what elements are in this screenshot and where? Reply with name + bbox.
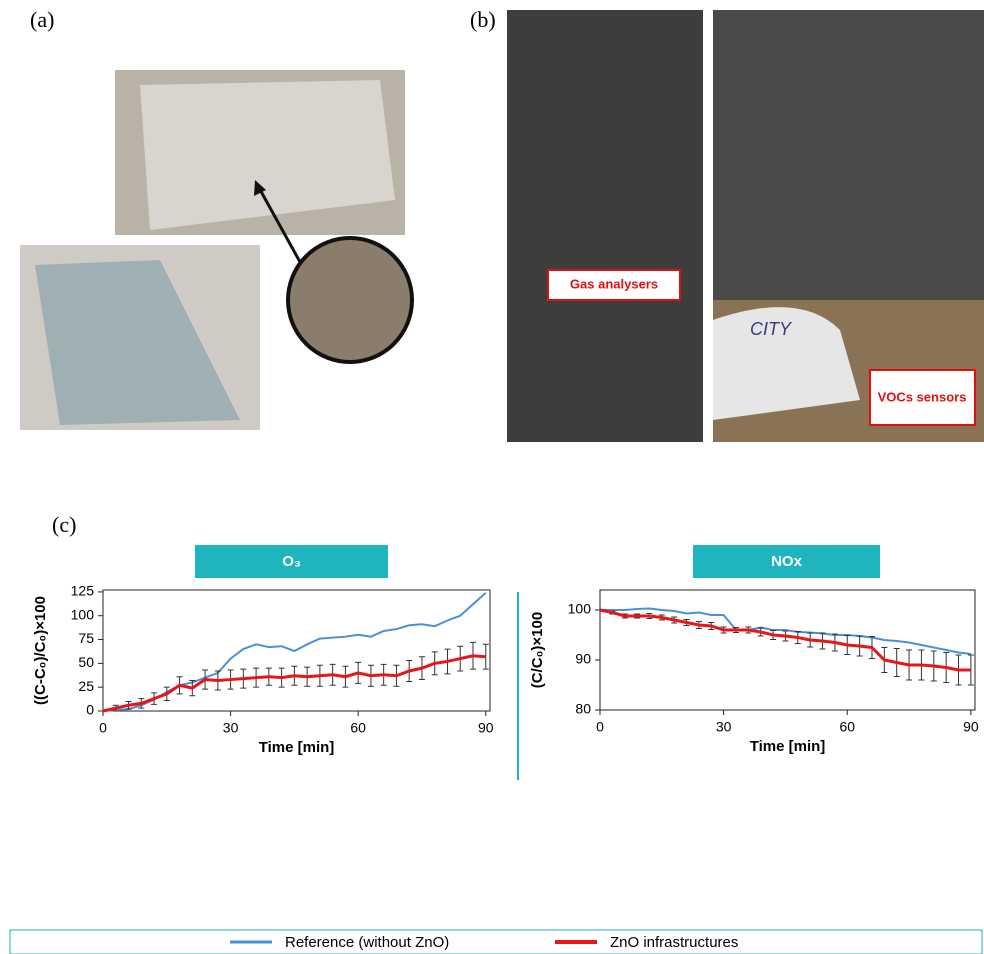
x-tick-label: 30 bbox=[223, 720, 239, 736]
x-tick-label: 90 bbox=[478, 720, 494, 736]
x-tick-label: 90 bbox=[963, 719, 979, 735]
panel-label: (c) bbox=[52, 512, 76, 537]
chart-title: NOx bbox=[771, 553, 803, 570]
y-tick-label: 75 bbox=[78, 630, 94, 646]
x-axis-label: Time [min] bbox=[750, 738, 826, 755]
annotation: VOCs sensors bbox=[878, 389, 967, 404]
panel-label: (b) bbox=[470, 7, 496, 32]
y-tick-label: 0 bbox=[86, 702, 94, 718]
x-tick-label: 30 bbox=[716, 719, 732, 735]
photo-b: CITY Gas analysers VOCs sensors bbox=[507, 10, 984, 442]
y-tick-label: 25 bbox=[78, 678, 94, 694]
y-tick-label: 90 bbox=[575, 651, 591, 667]
x-tick-label: 60 bbox=[350, 720, 366, 736]
photo-a bbox=[20, 70, 412, 430]
y-tick-label: 100 bbox=[71, 606, 95, 622]
legend-box bbox=[10, 930, 982, 954]
x-tick-label: 60 bbox=[839, 719, 855, 735]
y-axis-label: (C/C₀)×100 bbox=[529, 612, 546, 688]
figure: (a) (b) (c) CITY Gas analysers VOCs sens… bbox=[0, 0, 984, 954]
y-axis-label: ((C-C₀)/C₀)×100 bbox=[32, 596, 49, 705]
y-tick-label: 80 bbox=[575, 701, 591, 717]
legend-label: ZnO infrastructures bbox=[610, 934, 738, 951]
car-text: CITY bbox=[750, 319, 793, 339]
y-tick-label: 50 bbox=[78, 654, 94, 670]
series-line bbox=[103, 593, 486, 711]
y-tick-label: 100 bbox=[568, 601, 592, 617]
x-tick-label: 0 bbox=[596, 719, 604, 735]
legend-label: Reference (without ZnO) bbox=[285, 934, 449, 951]
annotation: Gas analysers bbox=[570, 276, 658, 291]
panel-label: (a) bbox=[30, 7, 54, 32]
y-tick-label: 125 bbox=[71, 583, 95, 599]
chart-title: O₃ bbox=[282, 553, 301, 570]
x-axis-label: Time [min] bbox=[259, 739, 335, 756]
x-tick-label: 0 bbox=[99, 720, 107, 736]
